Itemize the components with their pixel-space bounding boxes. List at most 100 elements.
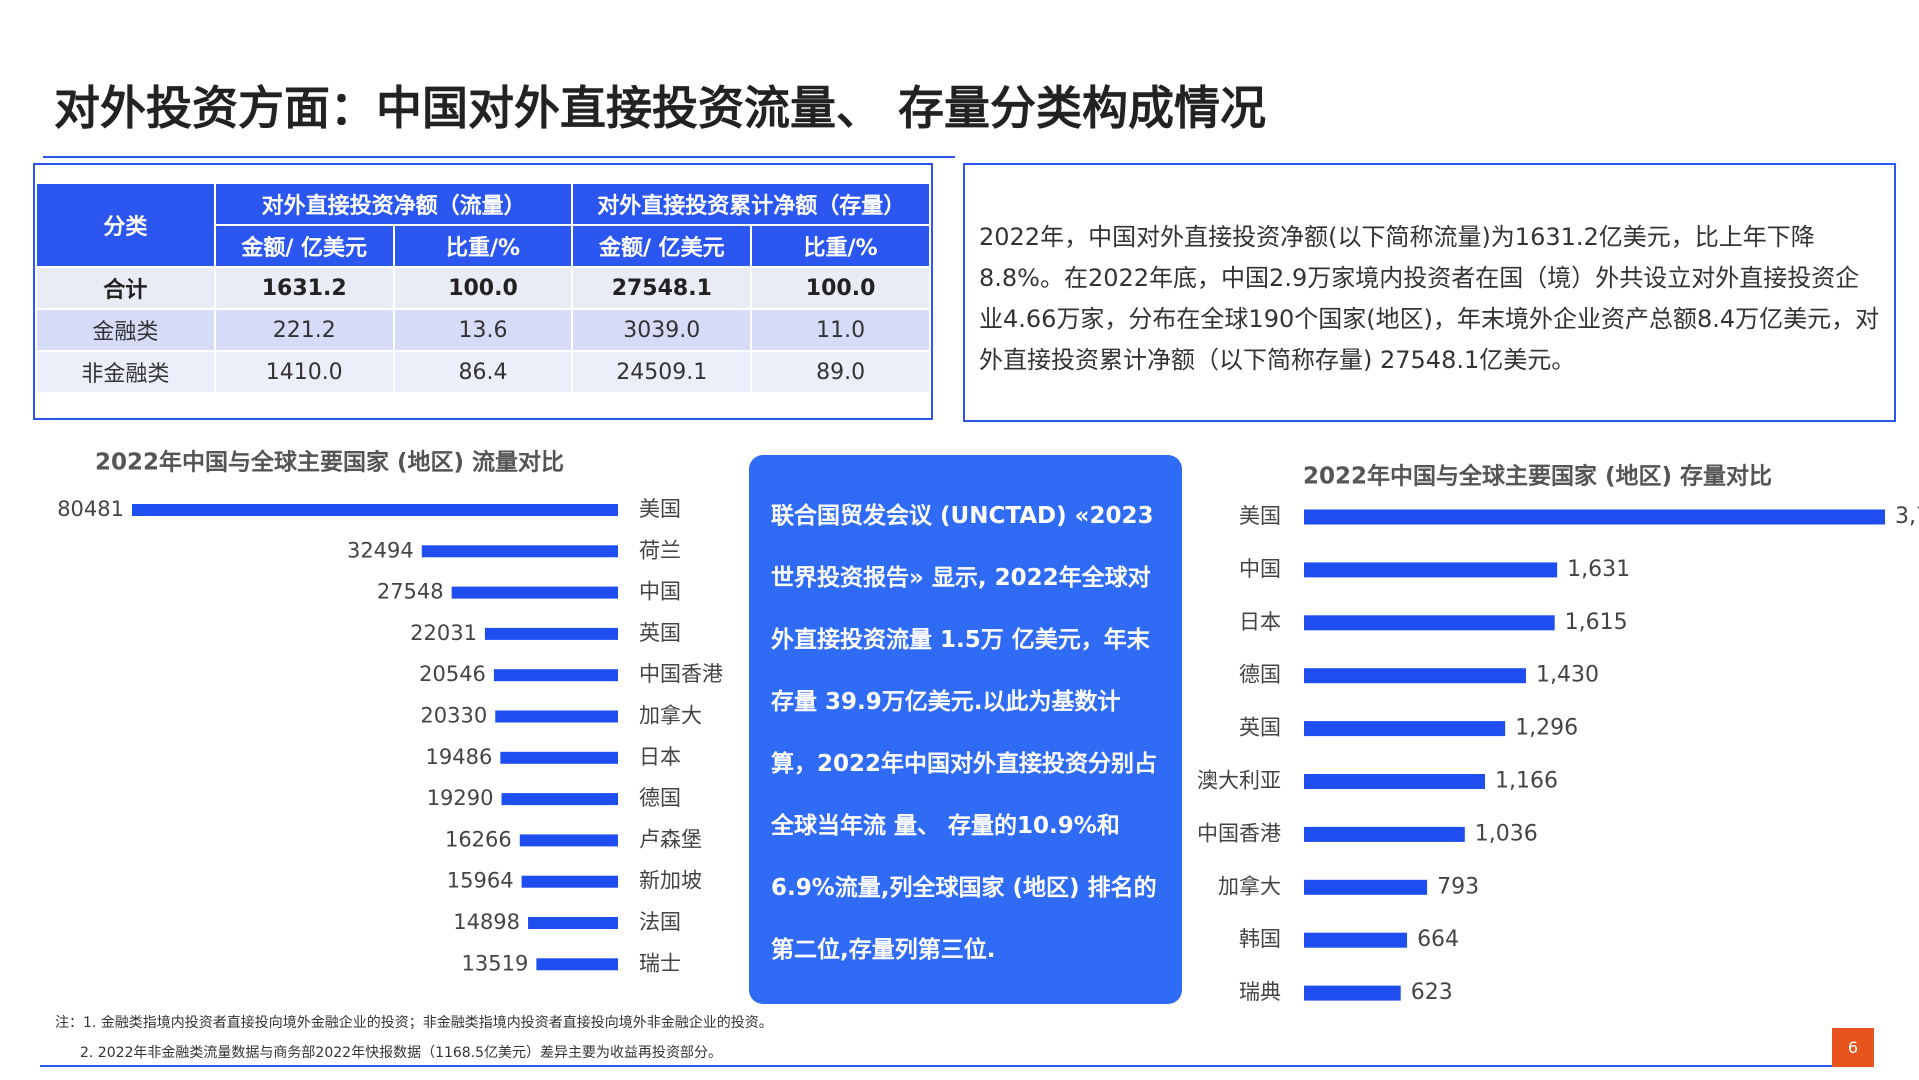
summary-text: 2022年，中国对外直接投资净额(以下简称流量)为1631.2亿美元，比上年下降… [963, 163, 1896, 422]
slide-title: 对外投资方面：中国对外直接投资流量、 存量分类构成情况 [54, 81, 1267, 135]
bar [132, 504, 618, 516]
category-label: 韩国 [1239, 927, 1281, 951]
value-label: 22031 [410, 621, 477, 645]
category-label: 中国 [639, 580, 681, 604]
value-label: 27548 [377, 580, 444, 604]
bar [1304, 509, 1885, 525]
category-label: 德国 [1239, 663, 1281, 687]
bar [519, 834, 618, 847]
value-label: 1,631 [1567, 557, 1630, 582]
table-cell: 24509.1 [571, 350, 753, 394]
bar [1304, 985, 1401, 1001]
value-label: 1,166 [1495, 769, 1558, 794]
bar [484, 627, 618, 640]
page-number: 6 [1832, 1028, 1874, 1067]
group-header: 对外直接投资累计净额（存量） [571, 182, 931, 226]
table-cell: 89.0 [750, 350, 931, 394]
bar [521, 875, 618, 888]
group-header: 对外直接投资净额（流量） [213, 182, 574, 226]
table-cell: 合计 [35, 266, 216, 310]
category-label: 中国 [1239, 557, 1281, 581]
footnote: 注：1. 金融类指境内投资者直接投向境外金融企业的投资；非金融类指境内投资者直接… [55, 1015, 773, 1031]
chart-title: 2022年中国与全球主要国家 (地区) 存量对比 [1303, 463, 1772, 490]
value-label: 664 [1417, 927, 1459, 952]
bar [1304, 932, 1408, 948]
value-label: 1,615 [1565, 610, 1628, 635]
bar [1304, 879, 1428, 895]
value-label: 80481 [57, 497, 124, 521]
table-row: 金融类 221.2 13.6 3039.0 11.0 [35, 308, 931, 352]
value-label: 16266 [445, 827, 512, 851]
category-label: 美国 [1239, 504, 1281, 528]
value-label: 20330 [420, 704, 487, 728]
value-label: 15964 [447, 869, 514, 893]
category-label: 加拿大 [1218, 874, 1281, 898]
category-label: 澳大利亚 [1197, 769, 1281, 793]
category-label: 荷兰 [639, 538, 681, 562]
corner-cell: 分类 [35, 182, 216, 268]
table-cell: 1410.0 [213, 350, 395, 394]
table-cell: 27548.1 [571, 266, 753, 310]
sub-header: 比重/% [392, 224, 574, 268]
category-label: 卢森堡 [639, 827, 702, 851]
sub-header: 比重/% [750, 224, 931, 268]
bar [528, 917, 618, 929]
category-label: 法国 [639, 910, 681, 934]
table-cell: 86.4 [392, 350, 574, 394]
table-cell: 100.0 [750, 266, 931, 310]
category-label: 瑞士 [639, 951, 681, 975]
table-cell: 非金融类 [35, 350, 216, 394]
table-cell: 221.2 [213, 308, 395, 352]
category-label: 英国 [639, 621, 681, 645]
table: 分类 对外直接投资净额（流量） 对外直接投资累计净额（存量） 金额/ 亿美元 比重… [35, 182, 931, 394]
bar [1304, 721, 1506, 737]
value-label: 1,296 [1515, 716, 1578, 741]
bar [493, 669, 618, 682]
category-label: 中国香港 [1197, 821, 1281, 845]
category-label: 美国 [639, 497, 681, 521]
value-label: 1,430 [1536, 663, 1599, 688]
value-label: 32494 [347, 538, 414, 562]
bar [1304, 668, 1526, 684]
value-label: 14898 [453, 910, 520, 934]
value-label: 3,7 [1895, 504, 1919, 529]
bar [495, 710, 618, 723]
table-cell: 金融类 [35, 308, 216, 352]
table-cell: 11.0 [750, 308, 931, 352]
data-table: 分类 对外直接投资净额（流量） 对外直接投资累计净额（存量） 金额/ 亿美元 比重… [33, 163, 933, 420]
category-label: 日本 [639, 745, 681, 769]
category-label: 日本 [1239, 610, 1281, 634]
table-row: 合计 1631.2 100.0 27548.1 100.0 [35, 266, 931, 310]
category-label: 英国 [1239, 716, 1281, 740]
category-label: 瑞典 [1239, 980, 1281, 1004]
table-cell: 1631.2 [213, 266, 395, 310]
value-label: 19290 [427, 786, 494, 810]
value-label: 623 [1411, 980, 1453, 1005]
category-label: 加拿大 [639, 704, 702, 728]
value-label: 793 [1437, 874, 1479, 899]
bar [501, 793, 618, 806]
value-label: 1,036 [1475, 821, 1538, 846]
category-label: 中国香港 [639, 662, 723, 686]
bar [1304, 615, 1555, 631]
chart-title: 2022年中国与全球主要国家 (地区) 流量对比 [95, 449, 564, 476]
table-cell: 3039.0 [571, 308, 753, 352]
value-label: 20546 [419, 662, 486, 686]
bar [1304, 826, 1465, 842]
table-row: 非金融类 1410.0 86.4 24509.1 89.0 [35, 350, 931, 394]
category-label: 德国 [639, 786, 681, 810]
bar [500, 751, 618, 764]
table-cell: 13.6 [392, 308, 574, 352]
bar [1304, 562, 1558, 578]
bar [421, 545, 618, 558]
bar [536, 958, 618, 971]
footnote: 2. 2022年非金融类流量数据与商务部2022年快报数据（1168.5亿美元）… [80, 1045, 723, 1061]
sub-header: 金额/ 亿美元 [571, 224, 753, 268]
bar [451, 586, 618, 599]
highlight-box: 联合国贸发会议 (UNCTAD) «2023世界投资报告» 显示, 2022年全… [749, 455, 1182, 1004]
sub-header: 金额/ 亿美元 [213, 224, 395, 268]
value-label: 19486 [426, 745, 493, 769]
category-label: 新加坡 [639, 869, 702, 893]
